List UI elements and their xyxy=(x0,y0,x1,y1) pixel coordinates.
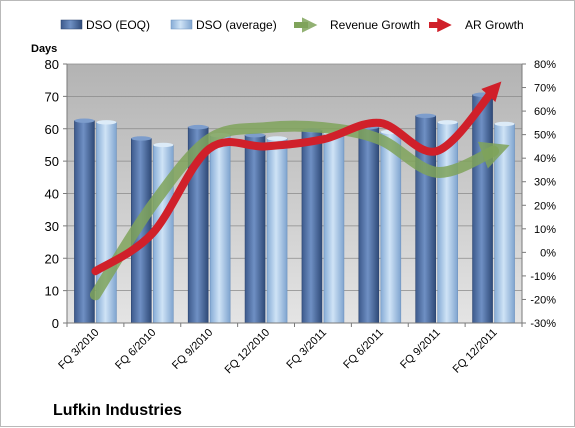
legend-label-dso-average: DSO (average) xyxy=(196,18,277,32)
y-axis-label-left: Days xyxy=(31,43,57,55)
x-tick-label: FQ 6/2011 xyxy=(341,327,386,372)
bar-dso-eoq xyxy=(301,130,323,324)
bar-dso-average-cap xyxy=(153,142,174,148)
y-tick-label-right: 60% xyxy=(534,106,556,118)
y-tick-label-left: 0 xyxy=(52,316,59,331)
legend-label-ar-growth: AR Growth xyxy=(465,18,524,32)
legend-label-revenue-growth: Revenue Growth xyxy=(330,18,420,32)
y-tick-label-right: 40% xyxy=(534,153,556,165)
y-tick-label-right: 80% xyxy=(534,59,556,71)
line-ar-growth xyxy=(91,81,502,276)
chart-title: Lufkin Industries xyxy=(53,402,182,419)
bar-dso-average xyxy=(209,134,231,324)
x-tick-label: FQ 12/2010 xyxy=(223,327,273,377)
x-tick-label: FQ 3/2010 xyxy=(56,327,101,372)
bar-dso-eoq-cap xyxy=(245,133,266,138)
bar-dso-eoq-cap xyxy=(188,124,209,130)
y-tick-label-left: 20 xyxy=(45,251,59,266)
y-tick-label-left: 50 xyxy=(45,154,59,169)
x-tick-label: FQ 9/2010 xyxy=(170,327,215,372)
legend-swatch-dso-eoq xyxy=(60,19,83,30)
legend: DSO (EOQ) DSO (average) Revenue Growth AR G… xyxy=(60,17,524,33)
x-tick-label: FQ 9/2011 xyxy=(398,327,443,372)
bar-dso-average-cap xyxy=(437,120,458,125)
bar-series xyxy=(74,92,515,324)
y-tick-label-left: 60 xyxy=(45,122,59,137)
y-tick-label-left: 80 xyxy=(45,57,59,72)
y-tick-label-left: 40 xyxy=(45,187,59,202)
x-tick-label: FQ 6/2010 xyxy=(113,327,158,372)
legend-swatch-dso-average xyxy=(170,19,193,30)
bar-dso-eoq-cap xyxy=(74,118,95,123)
y-tick-label-right: 30% xyxy=(534,177,556,189)
bar-dso-eoq xyxy=(358,126,380,324)
line-revenue-growth xyxy=(89,120,510,301)
bar-dso-eoq-cap xyxy=(415,113,436,119)
y-tick-label-right: 0% xyxy=(540,247,556,259)
y-tick-label-right: 50% xyxy=(534,130,556,142)
bar-dso-average-cap xyxy=(96,120,117,125)
y-tick-label-right: 10% xyxy=(534,224,556,236)
bar-dso-eoq xyxy=(472,94,493,324)
y-tick-label-right: -10% xyxy=(530,271,556,283)
legend-label-dso-eoq: DSO (EOQ) xyxy=(86,18,150,32)
y-tick-label-right: 70% xyxy=(534,83,556,95)
y-tick-label-right: -30% xyxy=(530,318,556,330)
bar-dso-average xyxy=(380,131,402,324)
bar-dso-eoq-cap xyxy=(131,136,152,141)
bar-dso-average-cap xyxy=(494,121,515,127)
bar-dso-average-cap xyxy=(267,136,288,141)
x-tick-label: FQ 3/2011 xyxy=(284,327,329,372)
bar-dso-average xyxy=(323,133,345,324)
line-series xyxy=(89,81,510,301)
y-tick-label-left: 70 xyxy=(45,89,59,104)
bar-dso-average xyxy=(266,138,288,324)
x-tick-label: FQ 12/2011 xyxy=(451,327,500,376)
y-tick-label-left: 30 xyxy=(45,219,59,234)
y-tick-label-left: 10 xyxy=(45,284,59,299)
y-tick-label-right: 20% xyxy=(534,200,556,212)
bar-dso-eoq xyxy=(244,134,266,324)
y-tick-label-right: -20% xyxy=(530,294,556,306)
